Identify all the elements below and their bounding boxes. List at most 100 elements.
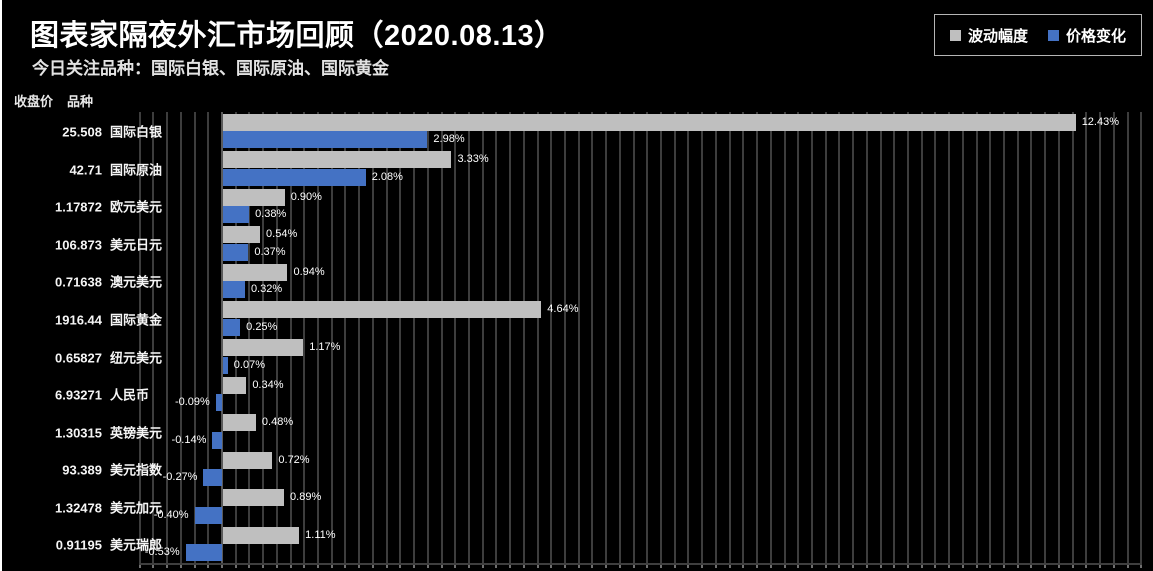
axis-tick xyxy=(1140,563,1143,568)
axis-tick xyxy=(1099,563,1102,568)
range-value-label: 0.72% xyxy=(278,453,310,466)
change-bar xyxy=(212,431,222,449)
range-value-label: 3.33% xyxy=(457,153,489,166)
axis-tick xyxy=(1030,563,1033,568)
gridline xyxy=(317,112,320,563)
axis-tick xyxy=(948,563,951,568)
gridline xyxy=(728,112,731,563)
symbol-name: 国际原油 xyxy=(110,162,163,178)
gridline xyxy=(207,112,210,563)
axis-tick xyxy=(920,563,923,568)
symbol-name: 欧元美元 xyxy=(110,199,163,215)
change-bar xyxy=(223,206,250,224)
axis-tick xyxy=(536,563,539,568)
gridline xyxy=(756,112,759,563)
range-bar xyxy=(223,489,285,507)
axis-tick xyxy=(632,563,635,568)
change-value-label: 0.37% xyxy=(254,245,286,258)
axis-tick xyxy=(262,563,265,568)
gridline xyxy=(344,112,347,563)
axis-tick xyxy=(673,563,676,568)
axis-tick xyxy=(865,563,868,568)
row-label: 0.65827 纽元美元 xyxy=(10,347,162,366)
gridline xyxy=(618,112,621,563)
range-value-label: 0.94% xyxy=(293,265,325,278)
change-value-label: -0.14% xyxy=(171,433,207,446)
gridline xyxy=(166,112,169,563)
range-bar xyxy=(223,376,247,394)
close-price: 1916.44 xyxy=(55,312,102,328)
range-value-label: 0.89% xyxy=(290,491,322,504)
axis-tick xyxy=(1003,563,1006,568)
gridline xyxy=(564,112,566,563)
gridline xyxy=(358,112,361,563)
close-price: 25.508 xyxy=(62,124,102,140)
gridline xyxy=(1112,112,1115,563)
gridline xyxy=(989,112,992,563)
gridline xyxy=(1016,112,1019,563)
change-bar xyxy=(223,318,241,336)
symbol-name: 美元日元 xyxy=(110,237,163,253)
gridline xyxy=(632,112,635,563)
axis-tick xyxy=(248,563,251,568)
change-bar xyxy=(223,243,249,261)
axis-tick xyxy=(907,563,909,568)
gridline xyxy=(152,112,155,563)
row-label: 0.91195 美元瑞郎 xyxy=(10,535,162,554)
symbol-name: 国际白银 xyxy=(110,124,163,140)
page-title: 图表家隔夜外汇市场回顾（2020.08.13） xyxy=(30,20,564,52)
axis-tick xyxy=(742,563,745,568)
row-label: 6.93271 人民币 xyxy=(10,385,149,404)
change-bar xyxy=(223,281,245,299)
axis-tick xyxy=(824,563,827,568)
axis-tick xyxy=(646,563,649,568)
axis-tick xyxy=(879,563,882,568)
gridline xyxy=(248,112,251,563)
close-price: 1.30315 xyxy=(55,425,102,441)
axis-tick xyxy=(934,563,937,568)
change-bar xyxy=(203,469,222,487)
axis-tick xyxy=(564,563,566,568)
close-price: 106.873 xyxy=(55,237,102,253)
column-headers: 收盘价 品种 xyxy=(14,91,93,110)
gridline xyxy=(303,112,306,563)
symbol-name: 纽元美元 xyxy=(110,350,163,365)
axis-tick xyxy=(618,563,621,568)
axis-tick xyxy=(152,563,155,568)
gridline xyxy=(605,112,608,563)
axis-tick xyxy=(426,563,429,568)
gridline xyxy=(577,112,580,563)
axis-tick xyxy=(317,563,320,568)
gridline xyxy=(454,112,457,563)
gridline xyxy=(1030,112,1033,563)
range-value-label: 0.54% xyxy=(266,228,298,241)
change-bar xyxy=(223,131,428,148)
axis-tick xyxy=(221,563,223,568)
axis-tick xyxy=(481,563,484,568)
gridline xyxy=(865,112,868,563)
gridline xyxy=(879,112,882,563)
range-value-label: 4.64% xyxy=(547,303,579,316)
axis-tick xyxy=(440,563,443,568)
range-bar xyxy=(223,526,300,544)
axis-tick xyxy=(275,563,278,568)
change-value-label: 2.98% xyxy=(433,133,465,145)
axis-tick xyxy=(783,563,786,568)
axis-tick xyxy=(399,563,402,568)
axis-tick xyxy=(660,563,663,568)
gridline xyxy=(948,112,951,563)
close-price: 6.93271 xyxy=(55,387,102,403)
change-bar xyxy=(194,506,222,524)
axis-tick xyxy=(509,563,512,568)
axis-tick xyxy=(769,563,772,568)
row-label: 1916.44 国际黄金 xyxy=(10,309,162,328)
axis-tick xyxy=(1044,563,1047,568)
change-value-label: 0.32% xyxy=(250,283,283,296)
axis-tick xyxy=(413,563,416,568)
axis-tick xyxy=(605,563,608,568)
axis-tick xyxy=(893,563,896,568)
gridline xyxy=(481,112,484,563)
gridline xyxy=(1071,112,1074,563)
close-price: 0.65827 xyxy=(55,350,102,365)
